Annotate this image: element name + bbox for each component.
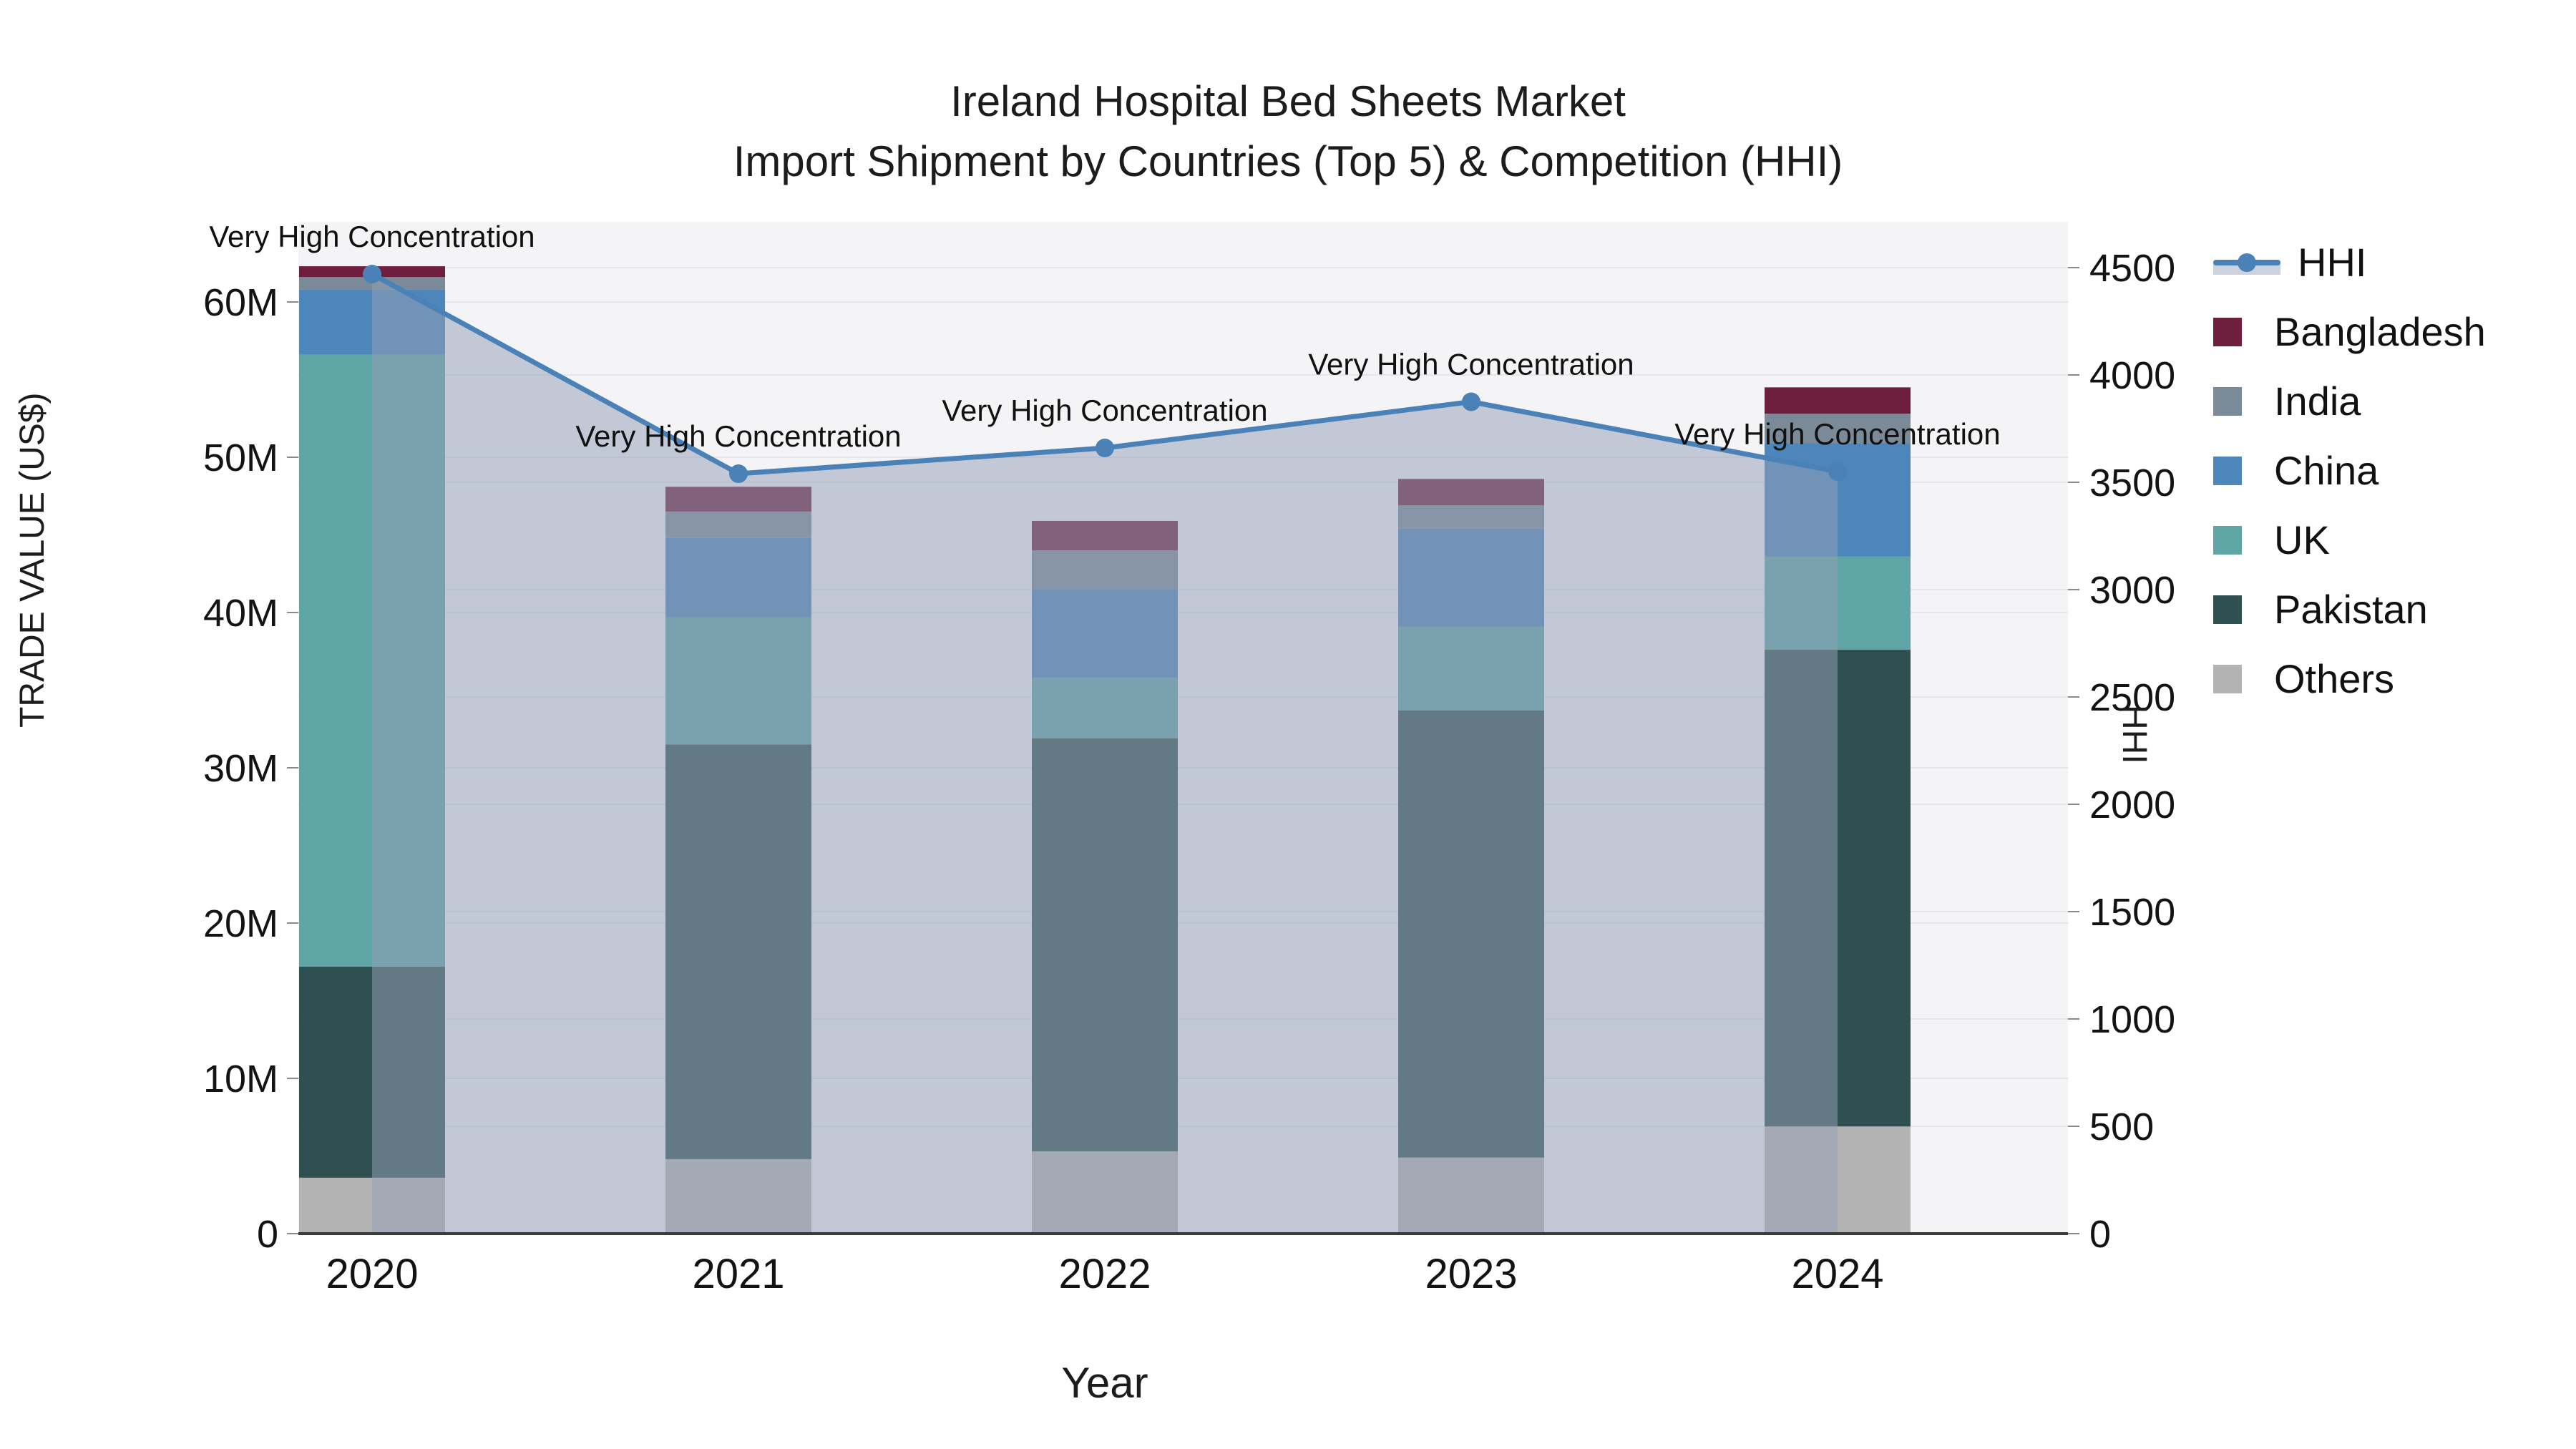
chart-title-line1: Ireland Hospital Bed Sheets Market <box>950 77 1626 125</box>
legend-hhi-line-icon <box>2213 248 2280 277</box>
hhi-point-2022[interactable] <box>1096 439 1114 457</box>
left-tick-label: 30M <box>203 747 278 790</box>
hhi-point-2023[interactable] <box>1462 392 1480 411</box>
right-tick-label: 2500 <box>2089 676 2175 719</box>
legend-item-others[interactable]: Others <box>2213 644 2486 713</box>
annotation-2024: Very High Concentration <box>1674 417 2000 451</box>
x-tick-label-2024: 2024 <box>1791 1251 1883 1297</box>
legend-item-label: UK <box>2274 517 2330 562</box>
right-tick-label: 500 <box>2089 1106 2154 1148</box>
legend-item-label: Bangladesh <box>2274 309 2486 354</box>
right-tick-label: 1500 <box>2089 891 2175 934</box>
right-tick-label: 2000 <box>2089 784 2175 826</box>
legend-item-label: China <box>2274 448 2379 493</box>
right-tick-label: 4000 <box>2089 354 2175 397</box>
annotation-2021: Very High Concentration <box>575 419 901 453</box>
right-tick-label: 4500 <box>2089 247 2175 290</box>
legend-color-swatch <box>2213 317 2242 346</box>
legend-color-swatch <box>2213 456 2242 485</box>
right-tick-label: 3500 <box>2089 462 2175 504</box>
legend-color-swatch <box>2213 386 2242 416</box>
left-tick-label: 0 <box>257 1213 278 1256</box>
left-tick-label: 40M <box>203 592 278 635</box>
chart-title-line2: Import Shipment by Countries (Top 5) & C… <box>733 137 1843 185</box>
legend-color-swatch <box>2213 595 2242 624</box>
annotation-2020: Very High Concentration <box>209 220 535 253</box>
x-axis-title: Year <box>1061 1359 1148 1407</box>
legend-color-swatch <box>2213 525 2242 555</box>
annotation-2022: Very High Concentration <box>942 394 1267 427</box>
bar-segment-india-2024[interactable] <box>1765 414 1911 444</box>
legend-item-india[interactable]: India <box>2213 366 2486 436</box>
hhi-point-2024[interactable] <box>1828 462 1847 481</box>
right-axis-title: HHI <box>2115 705 2153 764</box>
legend-item-hhi[interactable]: HHI <box>2213 228 2486 297</box>
legend-item-label: Others <box>2274 656 2395 701</box>
legend-item-uk[interactable]: UK <box>2213 505 2486 575</box>
legend-item-label: India <box>2274 379 2361 424</box>
bar-segment-bangladesh-2024[interactable] <box>1765 387 1911 414</box>
x-tick-label-2020: 2020 <box>326 1251 418 1297</box>
left-tick-label: 10M <box>203 1058 278 1101</box>
right-tick-label: 0 <box>2089 1213 2111 1256</box>
right-tick-label: 3000 <box>2089 569 2175 612</box>
legend-color-swatch <box>2213 664 2242 693</box>
legend: HHI Bangladesh India China UK Pakistan Others <box>2213 228 2486 713</box>
legend-item-label: HHI <box>2298 240 2367 285</box>
left-axis-title: TRADE VALUE (US$) <box>14 392 52 728</box>
left-tick-label: 50M <box>203 436 278 479</box>
chart-title: Ireland Hospital Bed Sheets Market Impor… <box>0 72 2576 192</box>
legend-item-pakistan[interactable]: Pakistan <box>2213 575 2486 644</box>
x-tick-label-2023: 2023 <box>1425 1251 1517 1297</box>
hhi-point-2021[interactable] <box>729 464 748 483</box>
hhi-point-2020[interactable] <box>363 265 381 283</box>
legend-item-label: Pakistan <box>2274 587 2428 632</box>
left-tick-label: 20M <box>203 902 278 945</box>
x-tick-label-2022: 2022 <box>1058 1251 1151 1297</box>
legend-item-china[interactable]: China <box>2213 436 2486 505</box>
annotation-2023: Very High Concentration <box>1308 348 1634 381</box>
x-tick-label-2021: 2021 <box>692 1251 784 1297</box>
right-tick-label: 1000 <box>2089 998 2175 1041</box>
hhi-fill-area <box>372 274 1838 1234</box>
legend-item-bangladesh[interactable]: Bangladesh <box>2213 297 2486 366</box>
left-tick-label: 60M <box>203 281 278 324</box>
